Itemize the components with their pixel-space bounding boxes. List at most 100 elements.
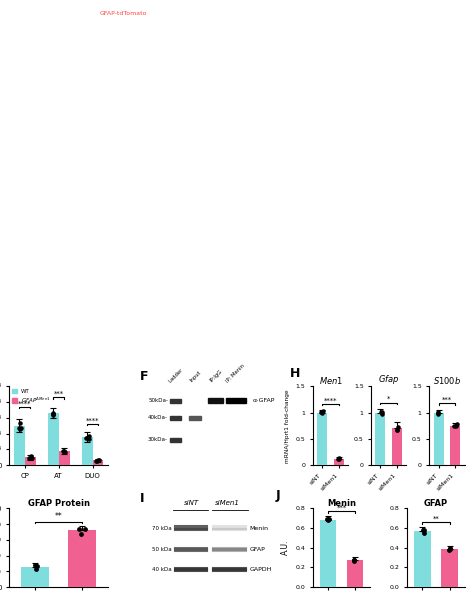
Bar bbox=[14, 426, 25, 465]
Text: Input: Input bbox=[189, 370, 202, 383]
Text: Cre negative: Cre negative bbox=[15, 11, 55, 16]
Title: $\it{Men1}$: $\it{Men1}$ bbox=[319, 375, 343, 387]
Point bbox=[445, 545, 453, 554]
Point bbox=[15, 423, 23, 433]
Text: **: ** bbox=[55, 512, 63, 521]
Point bbox=[350, 555, 358, 565]
Bar bbox=[375, 413, 385, 465]
Legend: WT, $GFAP^{\Delta Men1}$: WT, $GFAP^{\Delta Men1}$ bbox=[12, 389, 51, 404]
Text: GFAP: GFAP bbox=[250, 547, 265, 552]
Point bbox=[453, 420, 460, 429]
Text: IP: Menin: IP: Menin bbox=[225, 363, 246, 383]
Point bbox=[319, 407, 327, 416]
Point bbox=[17, 425, 24, 434]
Bar bbox=[92, 460, 103, 465]
Text: I: I bbox=[140, 492, 144, 505]
Text: siNT: siNT bbox=[184, 500, 199, 506]
Point bbox=[17, 423, 25, 433]
Bar bbox=[347, 560, 364, 587]
Point bbox=[420, 528, 428, 538]
Point bbox=[49, 409, 56, 419]
Point bbox=[75, 524, 83, 534]
Point bbox=[82, 524, 89, 534]
Bar bbox=[48, 413, 59, 465]
Point bbox=[447, 543, 454, 553]
Title: Menin: Menin bbox=[327, 499, 356, 508]
Point bbox=[77, 529, 84, 538]
Point bbox=[92, 456, 100, 466]
Bar bbox=[318, 413, 328, 465]
Point bbox=[450, 421, 458, 431]
Point bbox=[378, 410, 385, 419]
Text: GAPDH: GAPDH bbox=[250, 568, 272, 572]
Text: H: H bbox=[290, 367, 301, 380]
Bar bbox=[414, 531, 430, 587]
Point bbox=[318, 407, 325, 417]
Text: Ladder: Ladder bbox=[167, 367, 184, 383]
Bar bbox=[208, 398, 223, 403]
Point bbox=[61, 448, 69, 457]
Point bbox=[84, 432, 92, 442]
Point bbox=[434, 409, 442, 418]
Y-axis label: A.U.: A.U. bbox=[281, 540, 290, 556]
Bar bbox=[226, 398, 246, 403]
Text: IP:IgG: IP:IgG bbox=[209, 369, 224, 383]
Text: 30kDa-: 30kDa- bbox=[148, 438, 168, 442]
Text: B: B bbox=[191, 9, 199, 20]
Bar bbox=[434, 413, 444, 465]
Point bbox=[420, 525, 428, 535]
Point bbox=[25, 453, 32, 463]
Text: ****: **** bbox=[324, 397, 337, 403]
Bar bbox=[450, 426, 460, 465]
Bar bbox=[392, 428, 402, 465]
Text: 40 kDa: 40 kDa bbox=[153, 568, 172, 572]
Title: $\it{S100b}$: $\it{S100b}$ bbox=[433, 375, 461, 387]
Bar bbox=[320, 520, 336, 587]
Point bbox=[324, 514, 331, 524]
Title: $\it{Gfap}$: $\it{Gfap}$ bbox=[378, 374, 400, 387]
Text: α-GFAP: α-GFAP bbox=[253, 398, 275, 403]
Point bbox=[16, 418, 24, 428]
Point bbox=[28, 453, 36, 463]
Text: ***: *** bbox=[54, 391, 64, 397]
Point bbox=[335, 454, 342, 463]
Point bbox=[96, 455, 103, 465]
Text: F: F bbox=[140, 370, 148, 383]
Point bbox=[393, 425, 401, 435]
Bar bbox=[68, 530, 96, 587]
Point bbox=[93, 456, 100, 466]
Point bbox=[85, 434, 92, 444]
Point bbox=[325, 514, 333, 524]
Text: Menin: Menin bbox=[250, 525, 269, 531]
Y-axis label: mRNA/Hprt1 fold-change: mRNA/Hprt1 fold-change bbox=[285, 389, 290, 463]
Text: GFAP-tdTomato: GFAP-tdTomato bbox=[100, 11, 147, 16]
Text: ***: *** bbox=[442, 397, 452, 403]
Point bbox=[334, 454, 342, 463]
Bar bbox=[334, 459, 344, 465]
Point bbox=[452, 422, 460, 431]
Point bbox=[49, 410, 57, 419]
Point bbox=[336, 454, 343, 464]
Point bbox=[325, 515, 332, 525]
Text: J: J bbox=[276, 489, 281, 502]
Point bbox=[85, 431, 92, 441]
Text: **: ** bbox=[433, 515, 439, 522]
Point bbox=[31, 560, 39, 570]
Text: E: E bbox=[191, 200, 198, 210]
Point bbox=[60, 447, 68, 457]
Point bbox=[94, 455, 102, 465]
Point bbox=[59, 446, 67, 455]
Title: GFAP Protein: GFAP Protein bbox=[27, 499, 90, 508]
Point bbox=[34, 562, 41, 571]
Bar bbox=[170, 438, 181, 442]
Point bbox=[60, 446, 68, 455]
Point bbox=[419, 525, 427, 534]
Point bbox=[27, 452, 34, 461]
Text: ****: **** bbox=[18, 400, 32, 407]
Text: 50 kDa: 50 kDa bbox=[153, 547, 172, 552]
Bar bbox=[170, 398, 181, 403]
Bar bbox=[82, 437, 92, 465]
Bar bbox=[170, 416, 181, 420]
Point bbox=[394, 422, 401, 432]
Text: ***: *** bbox=[337, 505, 347, 511]
